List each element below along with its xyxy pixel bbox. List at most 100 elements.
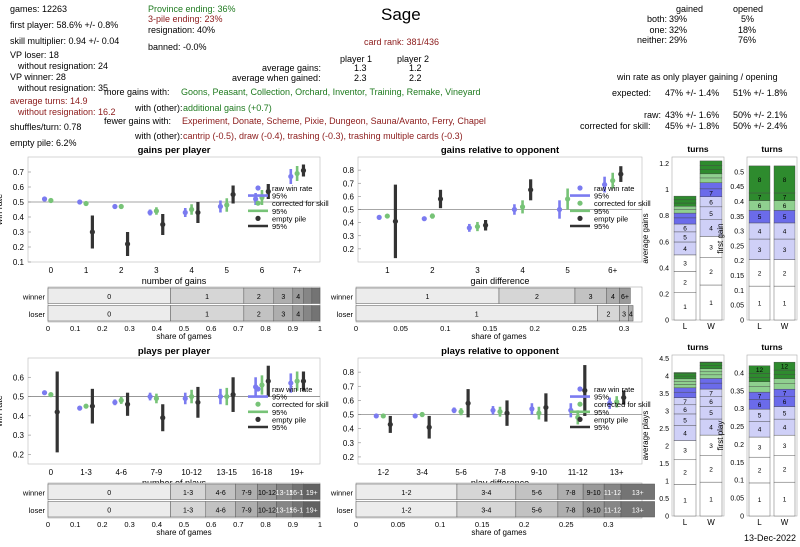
turn-x-label: L: [683, 518, 688, 527]
share-tick-label: 0.2: [530, 324, 540, 333]
data-point: [188, 393, 195, 400]
data-point: [48, 392, 54, 398]
avg-gains-p1: 1.3: [354, 63, 367, 73]
share-row-label: loser: [337, 310, 354, 319]
turn-segment-label: 4: [683, 246, 687, 253]
turn-segment-label: 6: [709, 399, 713, 406]
share-tick-label: 0.05: [391, 520, 406, 529]
y-tick-label: 0.2: [13, 450, 25, 459]
turn-segment: [673, 372, 697, 374]
gain-table-gained: 32%: [669, 25, 688, 35]
legend-marker: [255, 401, 261, 407]
data-point: [153, 395, 160, 402]
fewer-gains-cards: Experiment, Donate, Scheme, Pixie, Dunge…: [182, 116, 486, 126]
vp-loser-nr-stat: without resignation: 24: [18, 61, 109, 71]
turn-y-tick: 2: [665, 444, 669, 451]
data-point: [147, 209, 153, 216]
x-tick-label: 1: [84, 266, 89, 275]
turn-chart-title: turns: [687, 342, 709, 352]
data-point: [421, 216, 427, 222]
turn-segment-label: 1: [709, 300, 713, 307]
y-tick-label: 0.4: [13, 213, 25, 222]
y-tick-label: 0.3: [13, 228, 25, 237]
share-axis-label: share of games: [471, 528, 526, 537]
share-tick-label: 0.4: [152, 520, 162, 529]
x-tick-label: 13+: [610, 468, 624, 477]
turn-y-tick: 0.45: [730, 184, 744, 191]
turn-y-tick: 0.2: [734, 258, 744, 265]
data-point: [118, 203, 124, 210]
date-stamp: 13-Dec-2022: [744, 533, 797, 543]
x-tick-label: 10-12: [181, 468, 202, 477]
share-tick-label: 0.05: [393, 324, 408, 333]
data-point: [48, 197, 54, 204]
share-segment-label: 10-12: [258, 490, 276, 497]
share-tick-label: 0.4: [152, 324, 162, 333]
legend-label: 95%: [272, 423, 287, 432]
turn-segment-label: 6: [683, 225, 687, 232]
share-segment-label: 4-6: [216, 507, 226, 514]
data-point: [224, 393, 230, 400]
x-tick-label: 16-18: [252, 468, 273, 477]
turn-segment-label: 2: [758, 270, 762, 277]
turn-segment-label: 4: [709, 226, 713, 233]
data-point: [426, 424, 432, 430]
y-tick-label: 0.4: [13, 412, 25, 421]
y-tick-label: 0.2: [343, 453, 355, 462]
x-tick-label: 7+: [293, 266, 302, 275]
winrate-only-opening: 50% +/- 2.4%: [733, 121, 788, 131]
gain-table-opened: 76%: [738, 35, 757, 45]
turn-segment-label: 5: [683, 417, 687, 424]
share-segment-label: 9-10: [587, 507, 601, 514]
y-tick-label: 0.2: [13, 243, 25, 252]
turn-segment-label: 3: [758, 247, 762, 254]
turn-segment-label: 8: [783, 177, 787, 184]
turn-segment-label: 5: [758, 413, 762, 420]
share-segment-label: 7-8: [565, 507, 575, 514]
share-axis-label: share of games: [471, 332, 526, 341]
turn-y-tick: 3: [665, 409, 669, 416]
legend-marker: [577, 386, 583, 392]
share-segment-label: 2: [607, 311, 611, 318]
share-segment-label: 13-15: [276, 507, 294, 514]
turn-segment-label: 1: [758, 301, 762, 308]
y-tick-label: 0.6: [13, 373, 25, 382]
legend-label: corrected for skill: [594, 400, 651, 409]
turn-segment-label: 7: [709, 190, 713, 197]
x-tick-label: 5: [565, 266, 570, 275]
share-segment-label: 11-12: [604, 490, 621, 497]
winrate-only-gaining: 43% +/- 1.6%: [665, 110, 720, 120]
legend-label: 95%: [272, 393, 287, 402]
y-tick-label: 0.3: [343, 439, 355, 448]
turn-segment: [748, 381, 771, 387]
share-segment-label: 2: [257, 294, 261, 301]
legend-label: raw win rate: [272, 385, 312, 394]
x-tick-label: 1: [385, 266, 390, 275]
legend-label: 95%: [594, 423, 609, 432]
share-segment-label: 19+: [306, 507, 318, 514]
x-tick-label: 2: [430, 266, 435, 275]
winrate-only-gaining: 45% +/- 1.8%: [665, 121, 720, 131]
turn-y-tick: 0.35: [730, 214, 744, 221]
share-tick-label: 0.15: [483, 324, 498, 333]
data-point: [118, 397, 124, 403]
share-segment: [303, 483, 321, 500]
turn-x-label: L: [757, 518, 762, 527]
x-tick-label: 13-15: [217, 468, 238, 477]
data-point: [376, 214, 382, 220]
data-point: [543, 404, 549, 411]
share-segment-label: 0: [107, 311, 111, 318]
share-tick-label: 0.8: [260, 324, 270, 333]
winrate-only-label: raw:: [644, 110, 662, 120]
turn-segment: [673, 199, 697, 204]
legend-marker: [255, 416, 261, 422]
data-point: [536, 410, 542, 416]
legend-marker: [577, 401, 583, 407]
turn-y-tick: 1.2: [659, 161, 669, 168]
y-tick-label: 0.6: [343, 192, 355, 201]
legend-label: 95%: [594, 192, 609, 201]
data-point: [437, 196, 444, 202]
turn-y-tick: 2.5: [659, 426, 669, 433]
share-segment-label: 3-4: [481, 490, 491, 497]
